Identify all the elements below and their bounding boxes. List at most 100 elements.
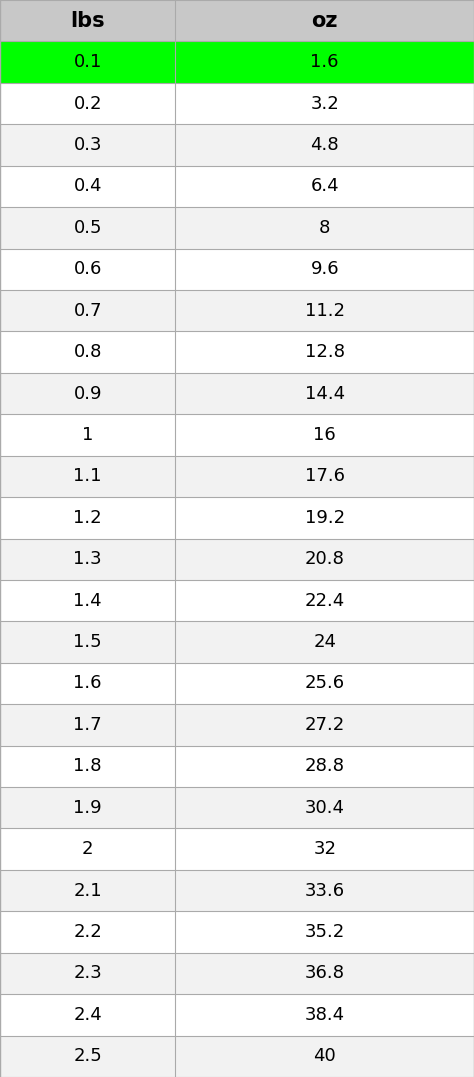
Bar	[175, 249, 474, 290]
Bar	[0, 1036, 175, 1077]
Text: 0.6: 0.6	[73, 261, 102, 278]
Text: 1.6: 1.6	[73, 674, 102, 693]
Bar	[0, 662, 175, 704]
Bar	[175, 953, 474, 994]
Bar	[175, 579, 474, 621]
Text: 0.4: 0.4	[73, 178, 102, 195]
Bar	[175, 41, 474, 83]
Bar	[0, 704, 175, 745]
Bar	[0, 828, 175, 870]
Bar	[0, 415, 175, 456]
Text: 1.6: 1.6	[310, 53, 339, 71]
Text: 27.2: 27.2	[305, 716, 345, 733]
Bar	[0, 579, 175, 621]
Text: 28.8: 28.8	[305, 757, 345, 775]
Text: 22.4: 22.4	[305, 591, 345, 610]
Text: 36.8: 36.8	[305, 964, 345, 982]
Bar	[175, 621, 474, 662]
Text: 24: 24	[313, 633, 336, 652]
Bar	[0, 124, 175, 166]
Bar	[0, 870, 175, 911]
Text: 2.2: 2.2	[73, 923, 102, 941]
Bar	[0, 332, 175, 373]
Text: 1.4: 1.4	[73, 591, 102, 610]
Text: 19.2: 19.2	[305, 508, 345, 527]
Text: 0.8: 0.8	[73, 344, 102, 361]
Text: 20.8: 20.8	[305, 550, 345, 569]
Text: 0.5: 0.5	[73, 219, 102, 237]
Bar	[0, 745, 175, 787]
Bar	[175, 745, 474, 787]
Text: 6.4: 6.4	[310, 178, 339, 195]
Text: 12.8: 12.8	[305, 344, 345, 361]
Bar	[175, 1036, 474, 1077]
Text: 0.2: 0.2	[73, 95, 102, 113]
Text: 25.6: 25.6	[305, 674, 345, 693]
Text: 38.4: 38.4	[305, 1006, 345, 1024]
Bar	[175, 787, 474, 828]
Bar	[175, 373, 474, 415]
Bar	[0, 207, 175, 249]
Text: 17.6: 17.6	[305, 467, 345, 486]
Text: 3.2: 3.2	[310, 95, 339, 113]
Bar	[175, 124, 474, 166]
Bar	[0, 166, 175, 207]
Text: 1.1: 1.1	[73, 467, 102, 486]
Text: 8: 8	[319, 219, 330, 237]
Text: 33.6: 33.6	[305, 882, 345, 899]
Bar	[175, 166, 474, 207]
Bar	[0, 498, 175, 538]
Bar	[0, 953, 175, 994]
Bar	[0, 41, 175, 83]
Bar	[0, 621, 175, 662]
Bar	[0, 373, 175, 415]
Bar	[175, 911, 474, 953]
Text: 1.3: 1.3	[73, 550, 102, 569]
Bar	[0, 911, 175, 953]
Bar	[175, 538, 474, 579]
Text: 1.9: 1.9	[73, 799, 102, 816]
Bar	[175, 704, 474, 745]
Bar	[175, 456, 474, 498]
Text: 16: 16	[313, 425, 336, 444]
Text: 0.9: 0.9	[73, 384, 102, 403]
Text: 40: 40	[313, 1047, 336, 1065]
Text: 2.1: 2.1	[73, 882, 102, 899]
Text: 1.8: 1.8	[73, 757, 102, 775]
Bar	[175, 498, 474, 538]
Bar	[175, 415, 474, 456]
Text: 0.7: 0.7	[73, 302, 102, 320]
Text: 1: 1	[82, 425, 93, 444]
Bar	[175, 83, 474, 124]
Text: 2.3: 2.3	[73, 964, 102, 982]
Bar	[0, 994, 175, 1036]
Bar	[0, 456, 175, 498]
Bar	[175, 662, 474, 704]
Text: 32: 32	[313, 840, 336, 858]
Bar	[175, 290, 474, 332]
Text: 1.7: 1.7	[73, 716, 102, 733]
Text: 0.3: 0.3	[73, 136, 102, 154]
Bar	[0, 0, 175, 41]
Text: 35.2: 35.2	[305, 923, 345, 941]
Bar	[175, 332, 474, 373]
Text: 2.4: 2.4	[73, 1006, 102, 1024]
Bar	[0, 538, 175, 579]
Text: oz: oz	[311, 11, 338, 31]
Text: 0.1: 0.1	[73, 53, 102, 71]
Bar	[175, 994, 474, 1036]
Bar	[175, 0, 474, 41]
Text: 9.6: 9.6	[310, 261, 339, 278]
Text: 30.4: 30.4	[305, 799, 345, 816]
Bar	[175, 207, 474, 249]
Text: 2.5: 2.5	[73, 1047, 102, 1065]
Text: 2: 2	[82, 840, 93, 858]
Bar	[0, 787, 175, 828]
Text: 14.4: 14.4	[305, 384, 345, 403]
Text: lbs: lbs	[70, 11, 105, 31]
Text: 1.2: 1.2	[73, 508, 102, 527]
Text: 11.2: 11.2	[305, 302, 345, 320]
Text: 4.8: 4.8	[310, 136, 339, 154]
Bar	[175, 828, 474, 870]
Bar	[0, 290, 175, 332]
